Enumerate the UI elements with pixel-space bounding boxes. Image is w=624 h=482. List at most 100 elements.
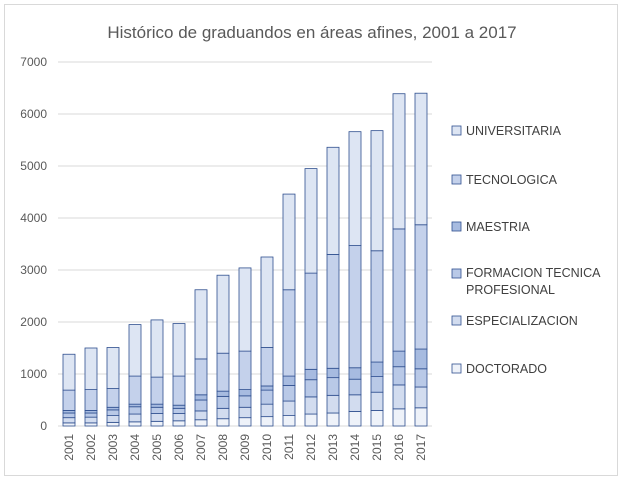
bar-segment-universitaria: [326, 146, 340, 255]
legend-label: ESPECIALIZACION: [466, 314, 578, 328]
y-tick-label: 1000: [20, 367, 47, 381]
x-tick-label: 2003: [106, 434, 120, 461]
bar-segment-formacion-tecnica-profesional: [84, 412, 98, 418]
y-tick-label: 3000: [20, 263, 47, 277]
bar-segment-universitaria: [194, 289, 208, 360]
bar-segment-tecnologica: [238, 350, 252, 390]
legend: UNIVERSITARIA TECNOLOGICA MAESTRIA FORMACIO…: [451, 124, 601, 376]
y-tick-label: 0: [40, 419, 47, 433]
bar-segment-formacion-tecnica-profesional: [304, 379, 318, 398]
bar-segment-formacion-tecnica-profesional: [106, 409, 120, 417]
bar-segment-tecnologica: [370, 250, 384, 363]
legend-label: UNIVERSITARIA: [466, 124, 562, 138]
bar-segment-doctorado: [326, 412, 340, 427]
bar-segment-universitaria: [238, 267, 252, 352]
bar-segment-especializacion: [326, 394, 340, 414]
bar-segment-maestria: [326, 367, 340, 379]
legend-label: MAESTRIA: [466, 220, 531, 234]
bar-segment-doctorado: [150, 420, 164, 427]
x-tick-label: 2014: [348, 434, 362, 461]
bar-segment-formacion-tecnica-profesional: [216, 395, 230, 409]
legend-swatch: [451, 125, 462, 136]
bar-segment-especializacion: [392, 384, 406, 410]
y-axis-ticks: 0 1000 2000 3000 4000 5000 6000 7000: [20, 55, 47, 433]
bar-segment-especializacion: [62, 417, 76, 424]
bar-segment-tecnologica: [282, 289, 296, 377]
bar-segment-maestria: [370, 361, 384, 378]
bar-segment-doctorado: [106, 421, 120, 427]
bar-segment-universitaria: [260, 256, 274, 348]
bar-segment-doctorado: [304, 413, 318, 427]
bar-segment-formacion-tecnica-profesional: [62, 412, 76, 419]
x-tick-label: 2004: [128, 434, 142, 461]
bar-segment-tecnologica: [414, 224, 428, 350]
x-tick-label: 2015: [370, 434, 384, 461]
bar-segment-universitaria: [282, 193, 296, 291]
bar-segment-formacion-tecnica-profesional: [348, 378, 362, 396]
bar-segment-maestria: [238, 389, 252, 397]
bar-segment-universitaria: [128, 324, 142, 377]
bars: [62, 92, 428, 427]
bar-segment-doctorado: [172, 420, 186, 427]
bar-segment-formacion-tecnica-profesional: [392, 366, 406, 386]
x-tick-label: 2008: [216, 434, 230, 461]
x-tick-label: 2007: [194, 434, 208, 461]
x-tick-label: 2010: [260, 434, 274, 461]
bar-segment-universitaria: [172, 323, 186, 377]
x-tick-label: 2002: [84, 434, 98, 461]
bar-segment-maestria: [172, 404, 186, 409]
bar-segment-especializacion: [414, 386, 428, 409]
bar-segment-universitaria: [62, 353, 76, 391]
bar-segment-especializacion: [304, 396, 318, 415]
bar-segment-doctorado: [414, 407, 428, 427]
x-tick-label: 2013: [326, 434, 340, 461]
legend-swatch: [451, 268, 462, 279]
x-tick-label: 2017: [414, 434, 428, 461]
bar-segment-tecnologica: [106, 388, 120, 408]
bar-segment-universitaria: [304, 168, 318, 274]
y-tick-label: 7000: [20, 55, 47, 69]
bar-segment-tecnologica: [348, 245, 362, 369]
x-axis-ticks: 2001 2002 2003 2004 2005 2006 2007 2008 2009 2010…: [62, 434, 428, 461]
bar-segment-tecnologica: [326, 253, 340, 369]
bar-segment-maestria: [414, 348, 428, 370]
bar-segment-formacion-tecnica-profesional: [238, 395, 252, 408]
bar-segment-doctorado: [216, 418, 230, 427]
legend-swatch: [451, 363, 462, 374]
bar-segment-especializacion: [282, 400, 296, 417]
bar-segment-maestria: [304, 368, 318, 381]
x-tick-label: 2006: [172, 434, 186, 461]
bar-segment-especializacion: [106, 415, 120, 423]
bar-segment-formacion-tecnica-profesional: [150, 406, 164, 414]
bar-segment-doctorado: [84, 422, 98, 427]
y-tick-label: 5000: [20, 159, 47, 173]
x-tick-label: 2012: [304, 434, 318, 461]
bar-segment-universitaria: [348, 131, 362, 246]
x-tick-label: 2001: [62, 434, 76, 461]
bar-segment-tecnologica: [304, 272, 318, 370]
bar-segment-tecnologica: [172, 375, 186, 406]
legend-label: DOCTORADO: [466, 362, 547, 376]
bar-segment-universitaria: [370, 130, 384, 252]
bar-segment-maestria: [392, 350, 406, 368]
bar-segment-universitaria: [106, 347, 120, 389]
bar-segment-especializacion: [128, 413, 142, 423]
y-tick-label: 6000: [20, 107, 47, 121]
bar-segment-tecnologica: [194, 358, 208, 396]
bar-segment-maestria: [282, 375, 296, 386]
legend-label: FORMACION TECNICA PROFESIONAL: [466, 266, 601, 297]
bar-segment-formacion-tecnica-profesional: [282, 385, 296, 402]
bar-segment-tecnologica: [392, 228, 406, 352]
legend-swatch: [451, 174, 462, 185]
bar-segment-maestria: [194, 394, 208, 401]
bar-segment-tecnologica: [62, 389, 76, 411]
bar-segment-doctorado: [348, 411, 362, 427]
bar-segment-especializacion: [260, 403, 274, 418]
x-tick-label: 2005: [150, 434, 164, 461]
bar-segment-maestria: [348, 367, 362, 380]
x-tick-label: 2016: [392, 434, 406, 461]
bar-segment-formacion-tecnica-profesional: [414, 368, 428, 388]
y-tick-label: 2000: [20, 315, 47, 329]
bar-segment-formacion-tecnica-profesional: [194, 399, 208, 412]
bar-segment-especializacion: [84, 416, 98, 424]
